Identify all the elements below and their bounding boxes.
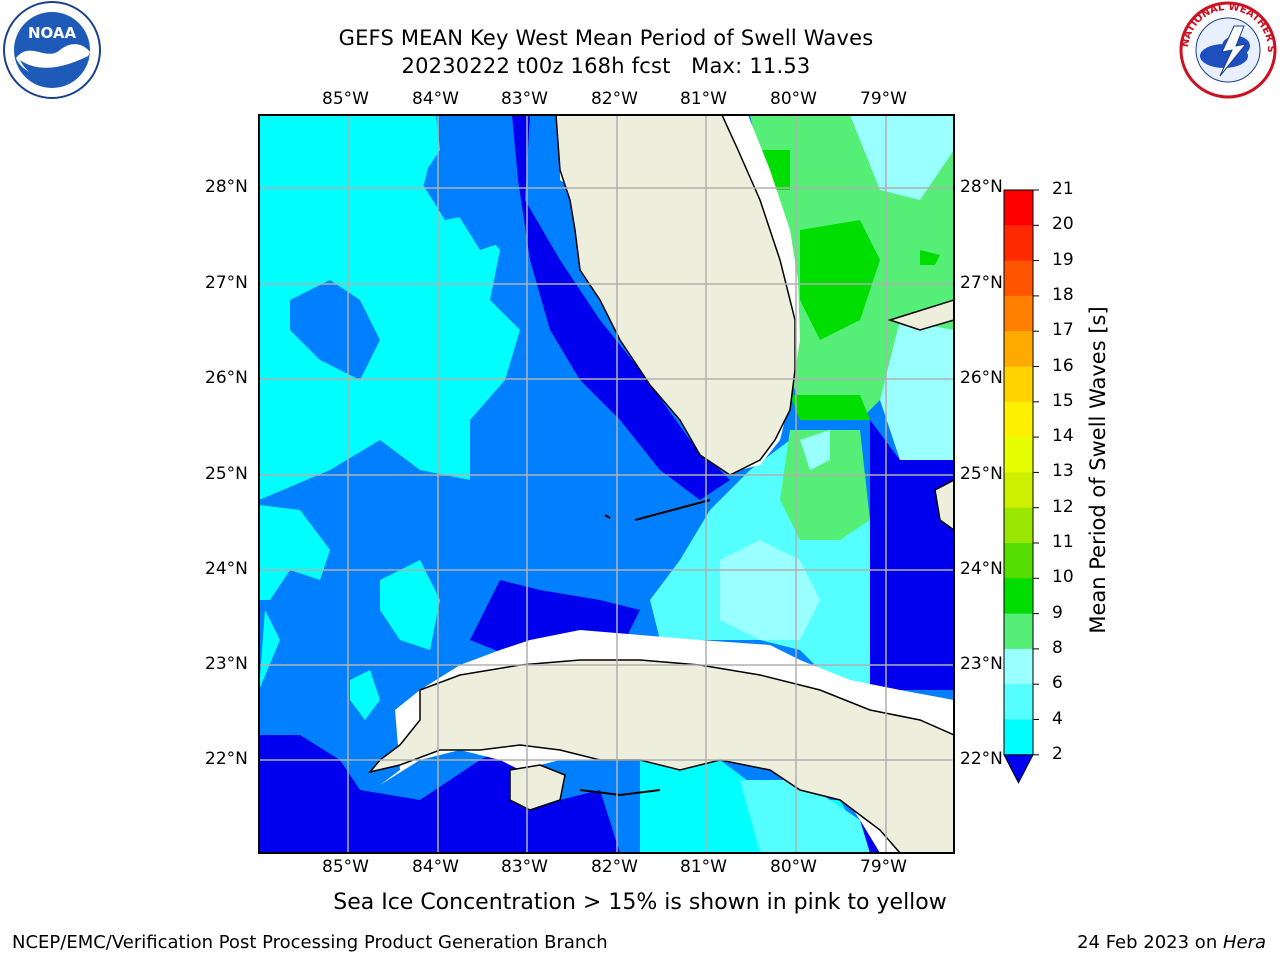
lat-label-left-24n: 24°N bbox=[205, 559, 248, 579]
graticule bbox=[259, 115, 954, 853]
colorbar-bin bbox=[1004, 684, 1033, 720]
footer-date: 24 Feb 2023 on Hera bbox=[1077, 932, 1266, 953]
lon-label-bottom-81w: 81°W bbox=[680, 857, 727, 877]
colorbar-tick-label: 13 bbox=[1052, 461, 1074, 482]
lon-label-bottom-85w: 85°W bbox=[322, 857, 369, 877]
colorbar-tick-label: 19 bbox=[1052, 249, 1074, 270]
lon-label-bottom-80w: 80°W bbox=[770, 857, 817, 877]
footer-branch: NCEP/EMC/Verification Post Processing Pr… bbox=[12, 932, 608, 953]
lat-label-right-26n: 26°N bbox=[960, 368, 1003, 388]
lon-label-top-85w: 85°W bbox=[322, 89, 369, 109]
noaa-logo: NOAA bbox=[3, 1, 101, 99]
colorbar-tick-label: 6 bbox=[1052, 673, 1063, 694]
colorbar-tick-label: 15 bbox=[1052, 390, 1074, 411]
colorbar-label: Mean Period of Swell Waves [s] bbox=[1086, 306, 1110, 634]
map-frame bbox=[258, 114, 955, 854]
nws-logo: NATIONAL WEATHER SERVICE bbox=[1176, 0, 1277, 99]
colorbar-bin bbox=[1004, 366, 1033, 403]
lat-label-left-26n: 26°N bbox=[205, 368, 248, 388]
lat-label-right-27n: 27°N bbox=[960, 273, 1003, 293]
colorbar-tick-label: 21 bbox=[1052, 179, 1074, 199]
map-subtitle: 20230222 t00z 168h fcst Max: 11.53 bbox=[401, 54, 811, 78]
lat-label-left-27n: 27°N bbox=[205, 273, 248, 293]
colorbar-tick-label: 12 bbox=[1052, 496, 1074, 517]
lat-label-right-28n: 28°N bbox=[960, 177, 1003, 197]
colorbar-tick-label: 20 bbox=[1052, 214, 1074, 235]
map-title: GEFS MEAN Key West Mean Period of Swell … bbox=[338, 26, 874, 50]
footer-host: Hera bbox=[1222, 932, 1266, 953]
lon-label-top-79w: 79°W bbox=[860, 89, 907, 109]
colorbar-bin bbox=[1004, 507, 1033, 544]
colorbar-bin bbox=[1004, 578, 1033, 615]
land-mask bbox=[367, 115, 954, 853]
lon-label-top-83w: 83°W bbox=[501, 89, 548, 109]
lat-label-right-22n: 22°N bbox=[960, 749, 1003, 769]
lat-label-left-22n: 22°N bbox=[205, 749, 248, 769]
lat-label-left-28n: 28°N bbox=[205, 177, 248, 197]
lon-label-top-84w: 84°W bbox=[412, 89, 459, 109]
lat-label-right-25n: 25°N bbox=[960, 464, 1003, 484]
lat-label-left-25n: 25°N bbox=[205, 464, 248, 484]
lon-label-bottom-84w: 84°W bbox=[412, 857, 459, 877]
colorbar-bin bbox=[1004, 190, 1033, 226]
lat-label-right-23n: 23°N bbox=[960, 654, 1003, 674]
colorbar-under-arrow bbox=[1003, 754, 1034, 784]
lon-label-top-82w: 82°W bbox=[591, 89, 638, 109]
colorbar-bin bbox=[1004, 543, 1033, 579]
colorbar-bin bbox=[1004, 719, 1033, 756]
colorbar bbox=[1003, 189, 1039, 784]
lat-label-left-23n: 23°N bbox=[205, 654, 248, 674]
footer-date-text: 24 Feb 2023 on bbox=[1077, 932, 1223, 953]
lat-label-right-24n: 24°N bbox=[960, 559, 1003, 579]
noaa-logo-text: NOAA bbox=[28, 24, 77, 42]
colorbar-tick-label: 11 bbox=[1052, 532, 1074, 552]
lon-label-bottom-83w: 83°W bbox=[501, 857, 548, 877]
colorbar-bin bbox=[1004, 472, 1033, 509]
colorbar-tick-label: 4 bbox=[1052, 708, 1063, 729]
lon-label-bottom-82w: 82°W bbox=[591, 857, 638, 877]
lon-label-top-80w: 80°W bbox=[770, 89, 817, 109]
colorbar-tick-label: 14 bbox=[1052, 426, 1074, 447]
colorbar-bin bbox=[1004, 648, 1033, 685]
sea-ice-note: Sea Ice Concentration > 15% is shown in … bbox=[333, 890, 947, 915]
lon-label-bottom-79w: 79°W bbox=[860, 857, 907, 877]
colorbar-tick-label: 9 bbox=[1052, 602, 1063, 623]
colorbar-bin bbox=[1004, 613, 1033, 650]
colorbar-bin bbox=[1004, 260, 1033, 297]
colorbar-tick-label: 18 bbox=[1052, 284, 1074, 305]
lon-label-top-81w: 81°W bbox=[680, 89, 727, 109]
colorbar-bin bbox=[1004, 331, 1033, 367]
colorbar-tick-label: 2 bbox=[1052, 743, 1063, 764]
colorbar-bin bbox=[1004, 401, 1033, 438]
colorbar-tick-label: 16 bbox=[1052, 355, 1074, 376]
colorbar-bin bbox=[1004, 295, 1033, 332]
colorbar-tick-label: 10 bbox=[1052, 567, 1074, 588]
colorbar-bin bbox=[1004, 225, 1033, 262]
colorbar-tick-label: 17 bbox=[1052, 320, 1074, 341]
colorbar-tick-label: 8 bbox=[1052, 637, 1063, 658]
colorbar-bin bbox=[1004, 437, 1033, 473]
